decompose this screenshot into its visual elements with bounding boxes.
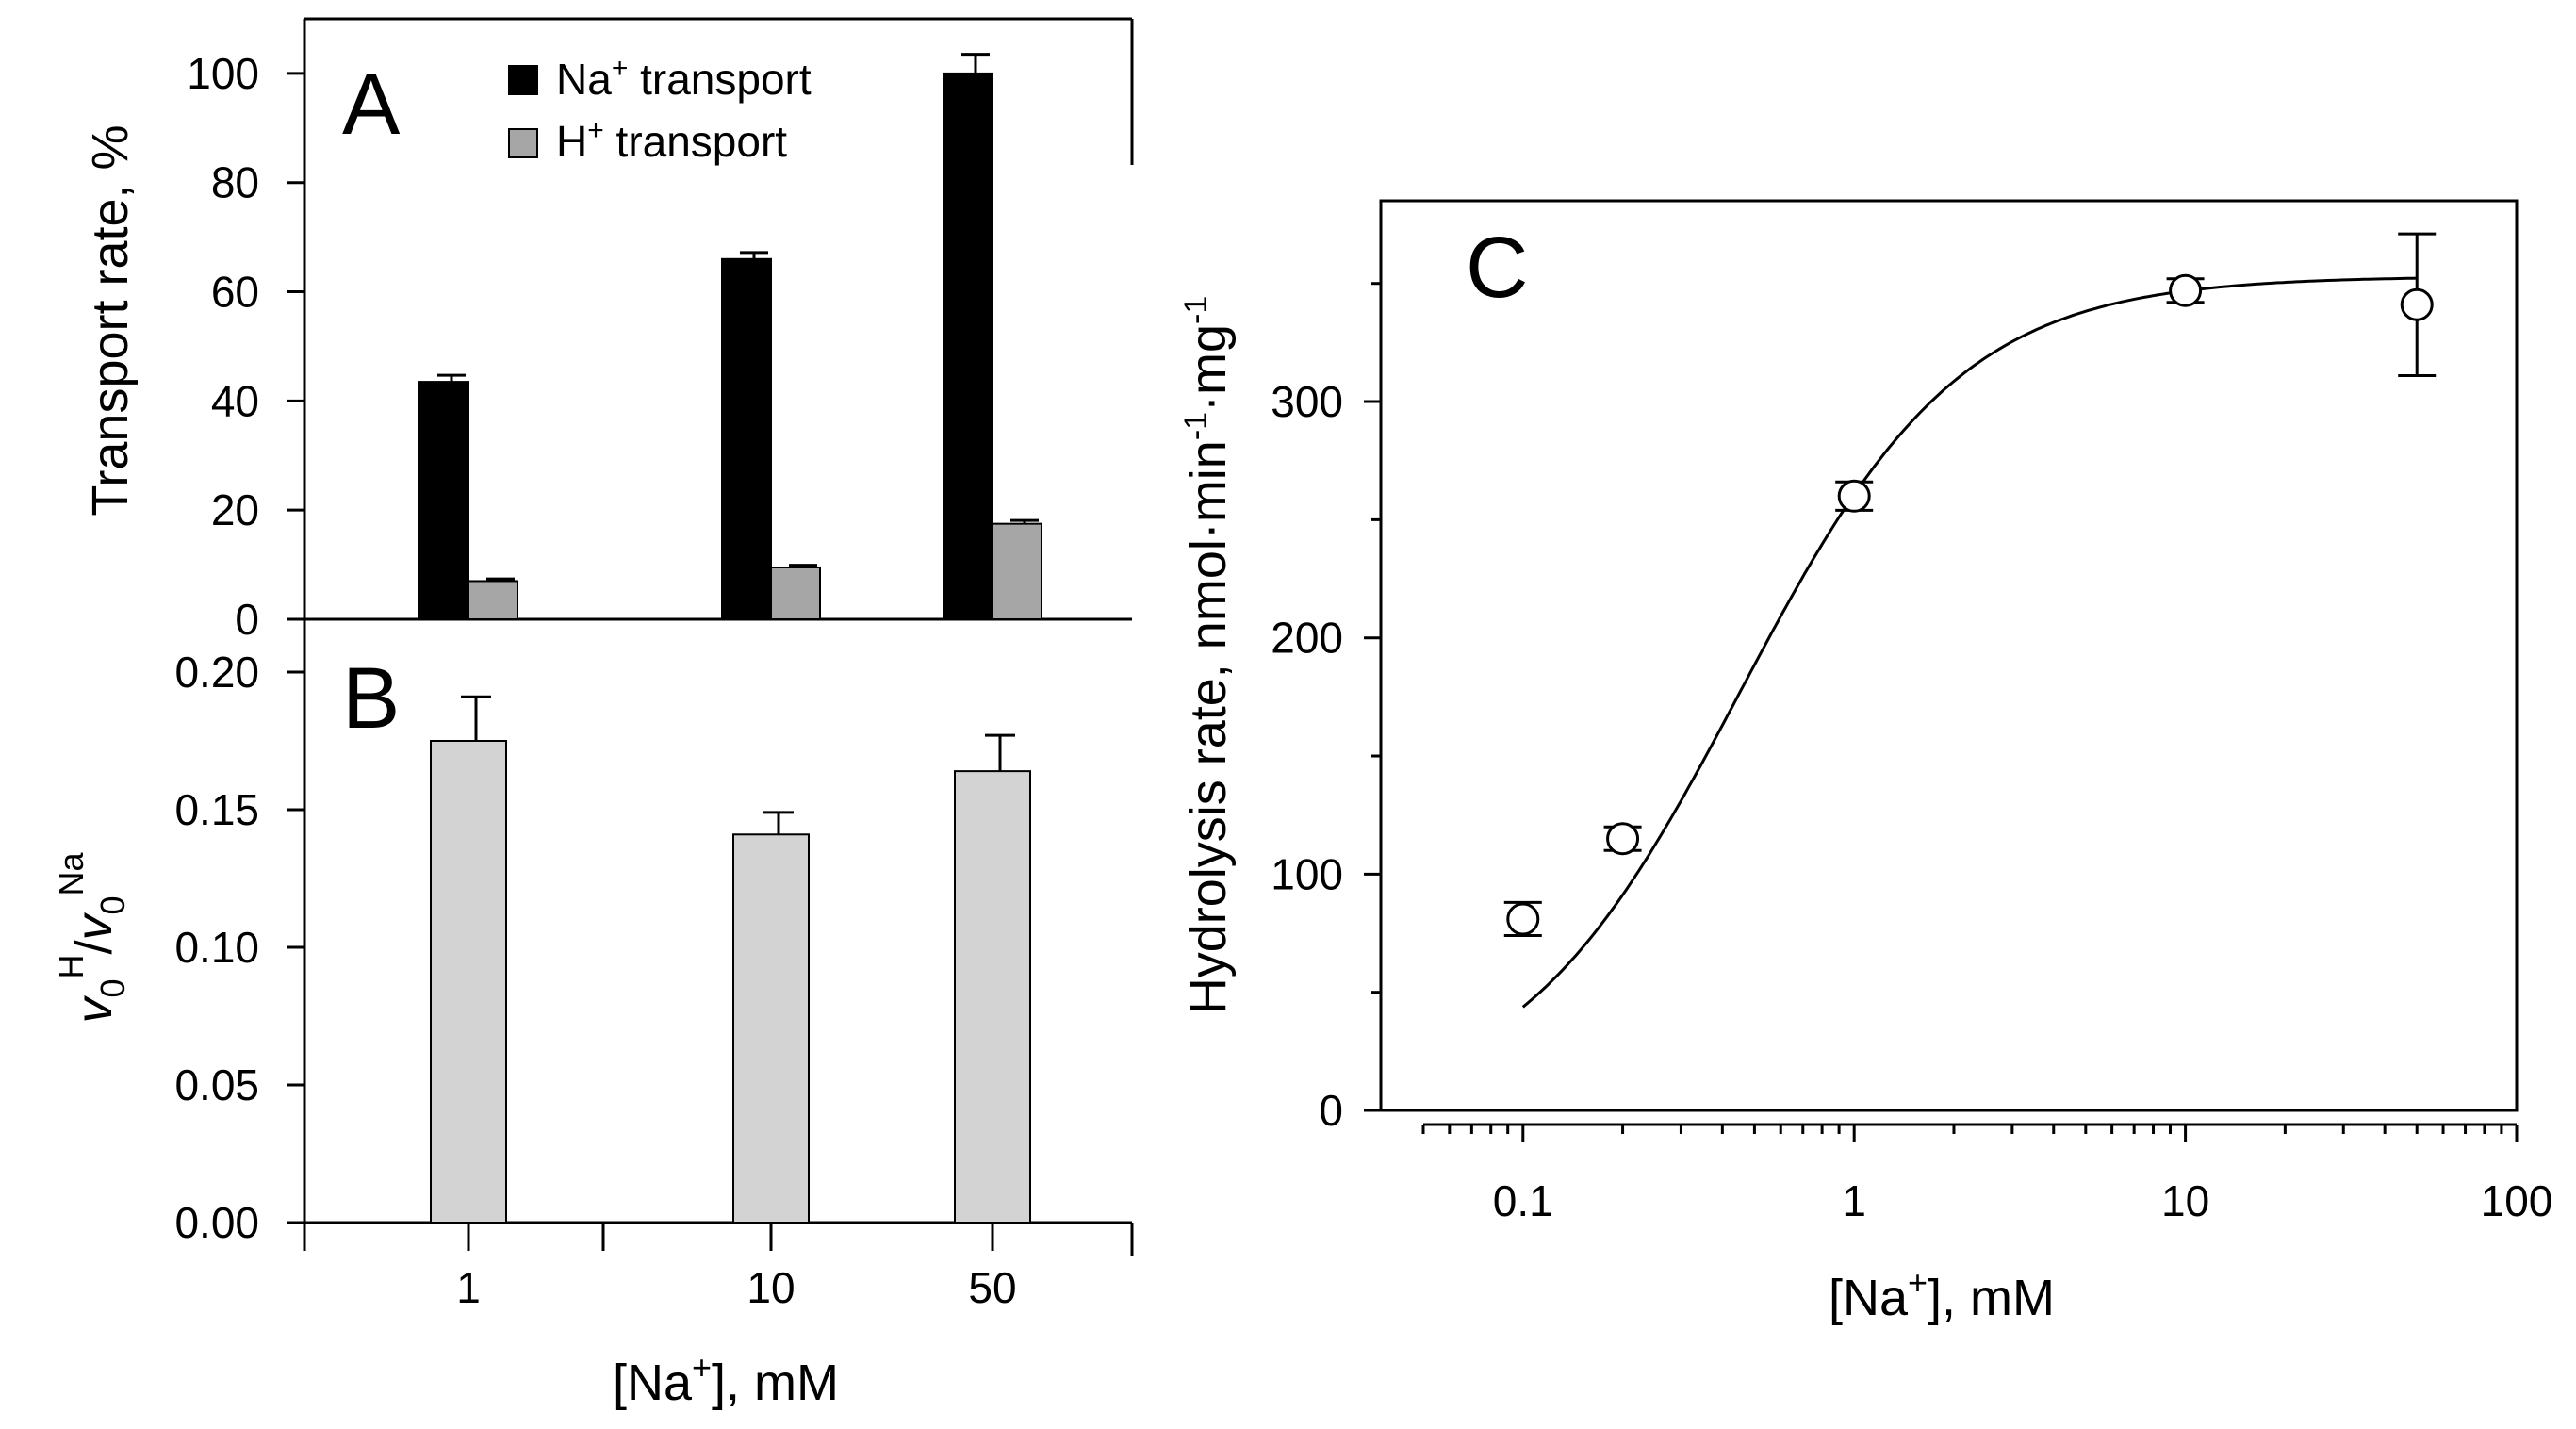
legend-h-rest: transport	[604, 117, 788, 166]
c-ytick-label-2: 200	[1271, 614, 1343, 663]
c-ytick-label-0: 0	[1319, 1086, 1343, 1135]
panel-b-y-axis-title: v0H/v0Na	[52, 851, 132, 1023]
b-ytick-label-2: 0.10	[174, 923, 259, 972]
c-xlabel-pre: [Na	[1829, 1270, 1909, 1326]
c-ylabel-sup2: -1	[1178, 296, 1214, 324]
legend-label-h: H+ transport	[556, 115, 787, 166]
panel-c-y-axis-title: Hydrolysis rate, nmol·min-1·mg-1	[1178, 296, 1237, 1015]
c-point-1	[1606, 822, 1640, 856]
panel-c-frame	[1379, 199, 2519, 1112]
panel-c-letter: C	[1466, 220, 1528, 316]
panel-b-x-axis-title: [Na+], mM	[613, 1348, 839, 1411]
legend-swatch-na	[508, 65, 538, 95]
b-ylabel-v2: v	[66, 912, 123, 941]
a-bar-s0-c1	[721, 257, 772, 620]
a-bar-s1-c0	[468, 580, 518, 620]
b-xlabel-sup: +	[692, 1348, 712, 1387]
a-ytick-label-3: 60	[211, 268, 259, 317]
legend-h-sup: +	[587, 115, 604, 146]
c-ylabel-mid: ·mg	[1180, 324, 1237, 412]
b-ylabel-slash: /	[66, 941, 123, 955]
c-xtick-label-0: 0.1	[1493, 1176, 1553, 1225]
c-xlabel-post: ], mM	[1928, 1270, 2055, 1326]
panel-b-letter: B	[342, 650, 400, 747]
a-bar-s1-c1	[770, 566, 821, 621]
c-xlabel-sup: +	[1908, 1263, 1928, 1302]
a-ytick-label-4: 80	[211, 158, 259, 207]
b-ytick-label-0: 0.00	[174, 1198, 259, 1247]
b-xlabel-post: ], mM	[712, 1355, 839, 1411]
a-bar-s0-c0	[418, 381, 469, 620]
panel-b-y-ticks: 0.00 0.05 0.10 0.15 0.20	[174, 648, 304, 1247]
c-ytick-label-3: 300	[1271, 377, 1343, 426]
b-ylabel-sup2: Na	[52, 851, 90, 895]
panel-a-y-ticks: 0 20 40 60 80 100	[187, 49, 304, 644]
panel-c-x-axis-title: [Na+], mM	[1829, 1263, 2055, 1326]
panel-c-points	[1503, 232, 2437, 938]
legend-na-sup: +	[612, 53, 629, 84]
b-ytick-label-1: 0.05	[174, 1060, 259, 1109]
panel-a-legend: Na+ transport H+ transport	[508, 53, 812, 166]
legend-na-base: Na	[556, 55, 612, 104]
b-bar-2	[954, 770, 1031, 1224]
b-xlabel-pre: [Na	[613, 1355, 693, 1411]
b-ylabel-sub2: 0	[93, 895, 132, 914]
legend-label-na: Na+ transport	[556, 53, 812, 104]
b-ylabel-v1: v	[66, 995, 123, 1024]
legend-swatch-h	[508, 128, 538, 158]
c-xtick-label-2: 10	[2161, 1176, 2209, 1225]
c-ytick-label-1: 100	[1271, 849, 1343, 898]
panel-b: 0.000.050.100.150.20 1 10 50 B v0H/v0Na [N…	[52, 619, 1134, 1411]
c-point-0	[1506, 902, 1540, 936]
c-point-3	[2169, 273, 2203, 307]
a-bar-s0-c2	[943, 72, 993, 620]
panel-c-x-ticks: 0.1 1 10 100	[1421, 1125, 2553, 1225]
b-bar-1	[732, 833, 810, 1224]
c-ylabel-pre: Hydrolysis rate, nmol·min	[1180, 440, 1237, 1014]
panel-b-bars	[430, 695, 1031, 1224]
b-bar-0	[430, 740, 507, 1224]
c-xtick-label-1: 1	[1842, 1176, 1866, 1225]
panel-c-y-ticks: 0 100 200 300	[1271, 282, 1381, 1135]
a-ytick-label-0: 0	[235, 595, 259, 644]
panel-c-fit-curve	[1521, 276, 2418, 1009]
legend-h-base: H	[556, 117, 587, 166]
a-ytick-label-1: 20	[211, 485, 259, 534]
b-xtick-label-2: 50	[968, 1263, 1016, 1312]
b-ylabel-sup1: H	[52, 955, 90, 979]
panel-a-bars	[418, 53, 1042, 621]
b-ylabel-sub1: 0	[93, 979, 132, 998]
b-xtick-label-1: 10	[747, 1263, 795, 1312]
c-point-2	[1837, 479, 1871, 513]
a-ytick-label-2: 40	[211, 376, 259, 425]
a-bar-s1-c2	[992, 522, 1042, 621]
c-ylabel-sup1: -1	[1178, 412, 1214, 440]
panel-a-letter: A	[342, 57, 401, 153]
panel-a-y-axis-title: Transport rate, %	[82, 124, 139, 516]
b-ytick-label-4: 0.20	[174, 648, 259, 697]
c-xtick-label-3: 100	[2481, 1176, 2553, 1225]
a-ytick-label-5: 100	[187, 49, 259, 98]
b-ytick-label-3: 0.15	[174, 785, 259, 834]
b-xtick-label-0: 1	[456, 1263, 481, 1312]
panel-c: 0 100 200 300 0.1 1 10 100 C Hydrolysis rate, …	[1178, 199, 2553, 1326]
legend-na-rest: transport	[628, 55, 812, 104]
c-point-4	[2400, 287, 2434, 321]
panel-b-x-ticks: 1 10 50	[303, 1223, 1134, 1312]
